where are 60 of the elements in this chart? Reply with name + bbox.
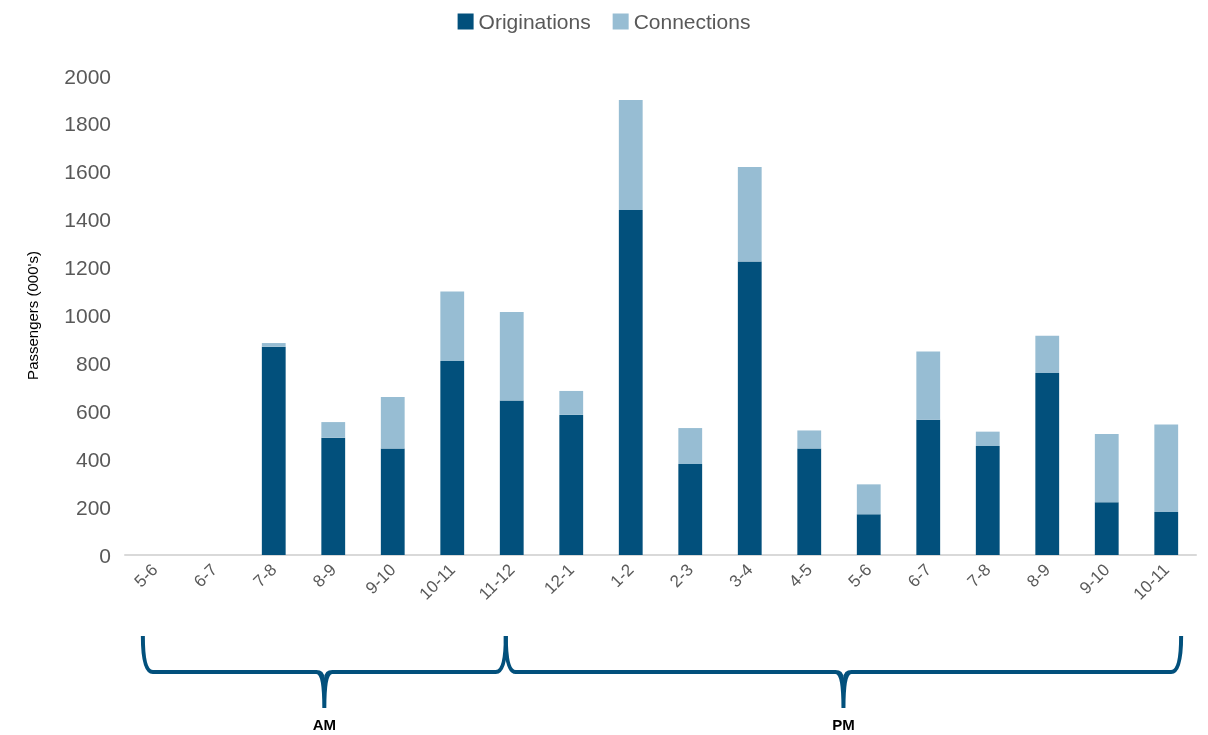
x-tick-label: 7-8: [963, 560, 995, 592]
bar: [380, 396, 405, 449]
x-tick-label: 8-9: [1023, 560, 1054, 592]
bar: [737, 167, 762, 262]
bar: [678, 463, 703, 555]
text: PM: [832, 716, 855, 733]
bar: [261, 343, 286, 347]
bar: [440, 361, 465, 555]
bar: [618, 99, 643, 211]
bar: [916, 351, 941, 420]
bar: [1094, 502, 1119, 555]
y-tick-label: 1400: [64, 208, 111, 232]
x-tick-label: 8-9: [309, 560, 340, 592]
y-tick-label: 2000: [64, 64, 111, 88]
bar: [678, 428, 703, 464]
y-tick-label: 600: [75, 399, 111, 423]
x-tick-label: 2-3: [666, 560, 697, 592]
y-tick-label: 800: [75, 351, 111, 375]
y-tick-label: 200: [75, 495, 111, 519]
y-tick-label: 400: [75, 447, 111, 471]
bar: [1035, 335, 1060, 373]
bar: [559, 414, 584, 555]
x-tick-label: 6-7: [904, 560, 935, 592]
bar: [559, 390, 584, 415]
bar: [380, 448, 405, 555]
bar: [321, 437, 346, 555]
bar: [499, 400, 524, 555]
bar: [618, 210, 643, 555]
y-tick-label: 1200: [64, 256, 111, 280]
bar: [321, 422, 346, 438]
x-tick-label: 3-4: [725, 560, 757, 592]
y-tick-label: 1800: [64, 112, 111, 136]
bar: [1154, 424, 1179, 512]
y-axis-title: Passengers (000's): [24, 251, 41, 380]
x-tick-label: 6-7: [190, 560, 221, 592]
y-tick-label: 0: [99, 543, 111, 567]
x-tick-label: 5-6: [130, 560, 162, 592]
x-tick-label: 1-2: [606, 560, 638, 592]
bar: [1154, 511, 1179, 555]
legend-label: Originations: [478, 10, 591, 33]
bar: [975, 431, 1000, 447]
y-tick-label: 1600: [64, 160, 111, 184]
legend-label: Connections: [633, 10, 751, 33]
bar: [916, 419, 941, 555]
bar: [499, 311, 524, 401]
text: AM: [312, 716, 336, 733]
bar: [797, 430, 822, 449]
bar: [797, 448, 822, 555]
bar: [737, 261, 762, 555]
bar: [975, 446, 1000, 555]
x-tick-label: 4-5: [785, 560, 816, 592]
bar: [440, 291, 465, 362]
x-tick-label: 5-6: [844, 560, 876, 592]
x-tick-label: 7-8: [249, 560, 281, 592]
bar: [1094, 434, 1119, 503]
bar: [1035, 372, 1060, 555]
bar: [856, 514, 881, 555]
bar: [856, 484, 881, 515]
bar: [261, 346, 286, 555]
y-tick-label: 1000: [64, 304, 111, 327]
